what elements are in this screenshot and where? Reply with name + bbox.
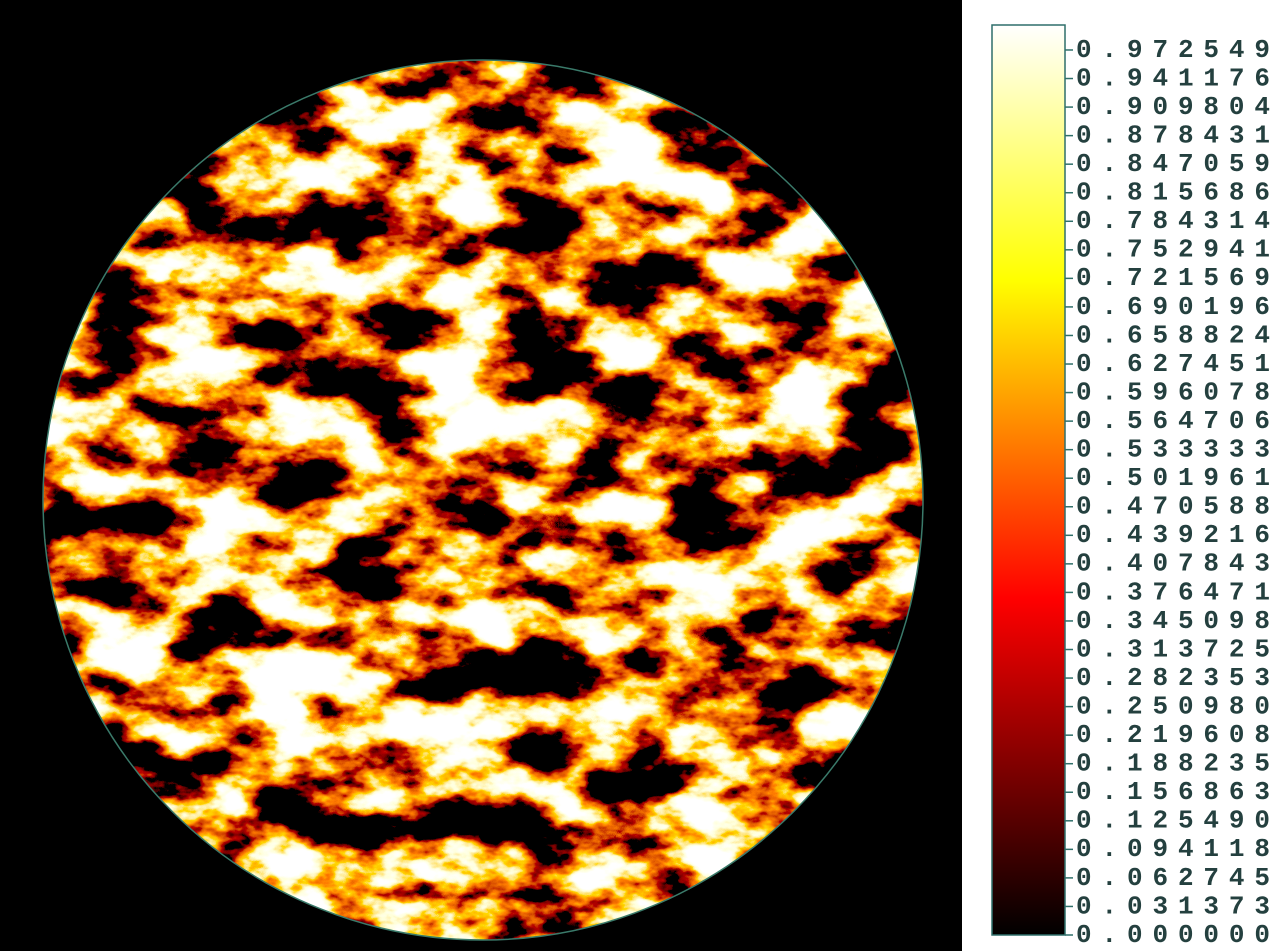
planet-image (43, 60, 923, 940)
colorbar-ticks: 0.0000000.0313730.0627450.0941180.125490… (1065, 35, 1270, 950)
heat-texture (43, 60, 923, 940)
tick-label: 0.062745 (1076, 863, 1270, 893)
tick-label: 0.250980 (1076, 691, 1270, 721)
tick-label: 0.282353 (1076, 663, 1270, 693)
tick-label: 0.941176 (1076, 63, 1270, 93)
tick-label: 0.219608 (1076, 720, 1270, 750)
tick-label: 0.847059 (1076, 149, 1270, 179)
tick-label: 0.407843 (1076, 549, 1270, 579)
tick-label: 0.031373 (1076, 891, 1270, 921)
tick-label: 0.125490 (1076, 806, 1270, 836)
tick-label: 0.345098 (1076, 606, 1270, 636)
tick-label: 0.596078 (1076, 377, 1270, 407)
tick-label: 0.878431 (1076, 121, 1270, 151)
tick-label: 0.721569 (1076, 263, 1270, 293)
tick-label: 0.815686 (1076, 178, 1270, 208)
tick-label: 0.313725 (1076, 634, 1270, 664)
tick-label: 0.533333 (1076, 435, 1270, 465)
tick-label: 0.000000 (1076, 920, 1270, 950)
tick-label: 0.439216 (1076, 520, 1270, 550)
colorbar (992, 25, 1065, 935)
tick-label: 0.188235 (1076, 749, 1270, 779)
tick-label: 0.501961 (1076, 463, 1270, 493)
tick-label: 0.094118 (1076, 834, 1270, 864)
tick-label: 0.752941 (1076, 235, 1270, 265)
tick-label: 0.376471 (1076, 577, 1270, 607)
tick-label: 0.470588 (1076, 492, 1270, 522)
tick-label: 0.564706 (1076, 406, 1270, 436)
tick-label: 0.658824 (1076, 320, 1270, 350)
tick-label: 0.972549 (1076, 35, 1270, 65)
page: 0.0000000.0313730.0627450.0941180.125490… (0, 0, 1274, 951)
tick-label: 0.909804 (1076, 92, 1270, 122)
tick-label: 0.156863 (1076, 777, 1270, 807)
tick-label: 0.627451 (1076, 349, 1270, 379)
tick-label: 0.690196 (1076, 292, 1270, 322)
tick-label: 0.784314 (1076, 206, 1270, 236)
